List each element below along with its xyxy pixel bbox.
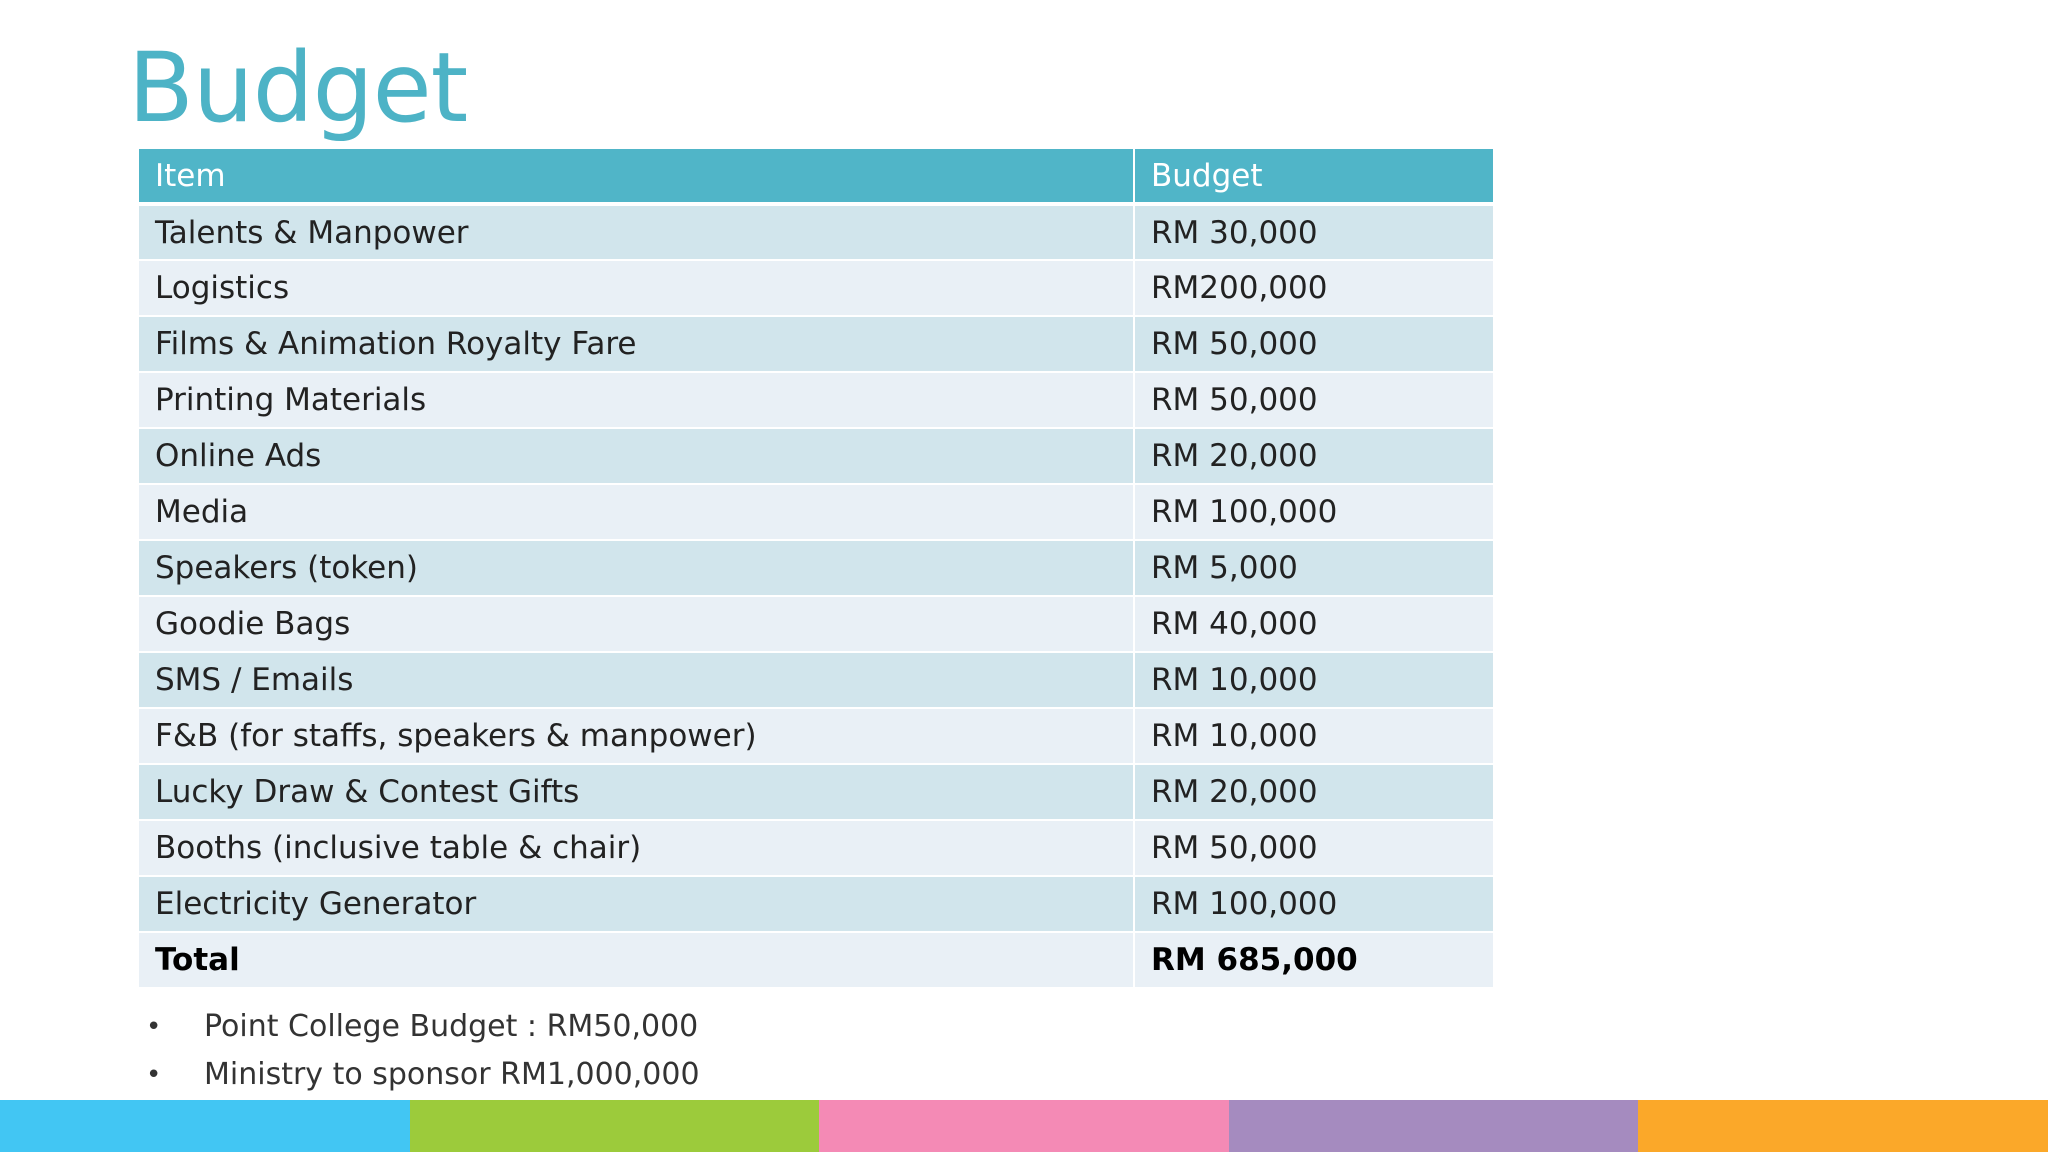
- table-row: Speakers (token) RM 5,000: [137, 539, 1495, 597]
- row-item: Talents & Manpower: [137, 203, 1135, 261]
- table-row: SMS / Emails RM 10,000: [137, 651, 1495, 709]
- table-row: Logistics RM200,000: [137, 259, 1495, 317]
- list-item: • Ministry to sponsor RM1,000,000: [146, 1051, 700, 1099]
- table-header-row: Item Budget: [137, 147, 1495, 206]
- row-budget: RM 50,000: [1133, 819, 1495, 877]
- row-budget: RM 100,000: [1133, 483, 1495, 541]
- row-budget: RM 100,000: [1133, 875, 1495, 933]
- note-text: Ministry to sponsor RM1,000,000: [204, 1057, 700, 1092]
- row-item: Logistics: [137, 259, 1135, 317]
- table-row: Goodie Bags RM 40,000: [137, 595, 1495, 653]
- row-item: F&B (for staffs, speakers & manpower): [137, 707, 1135, 765]
- row-item: Online Ads: [137, 427, 1135, 485]
- row-budget: RM 10,000: [1133, 707, 1495, 765]
- table-row: Online Ads RM 20,000: [137, 427, 1495, 485]
- row-item: Lucky Draw & Contest Gifts: [137, 763, 1135, 821]
- table-row: Lucky Draw & Contest Gifts RM 20,000: [137, 763, 1495, 821]
- table-row: Booths (inclusive table & chair) RM 50,0…: [137, 819, 1495, 877]
- row-budget: RM200,000: [1133, 259, 1495, 317]
- stripe-green: [409, 1100, 820, 1152]
- row-budget: RM 10,000: [1133, 651, 1495, 709]
- table-row: Printing Materials RM 50,000: [137, 371, 1495, 429]
- bullet-icon: •: [146, 1060, 162, 1090]
- stripe-orange: [1638, 1100, 2048, 1152]
- slide-title: Budget: [128, 32, 468, 144]
- row-item: Booths (inclusive table & chair): [137, 819, 1135, 877]
- row-item: Printing Materials: [137, 371, 1135, 429]
- table-row: Films & Animation Royalty Fare RM 50,000: [137, 315, 1495, 373]
- row-budget: RM 50,000: [1133, 371, 1495, 429]
- budget-table: Item Budget Talents & Manpower RM 30,000…: [137, 147, 1495, 989]
- table-row: F&B (for staffs, speakers & manpower) RM…: [137, 707, 1495, 765]
- header-budget: Budget: [1133, 147, 1495, 206]
- stripe-blue: [0, 1100, 410, 1152]
- stripe-purple: [1228, 1100, 1639, 1152]
- note-text: Point College Budget : RM50,000: [204, 1009, 699, 1044]
- table-row: Media RM 100,000: [137, 483, 1495, 541]
- row-item: Goodie Bags: [137, 595, 1135, 653]
- color-stripe-footer: [0, 1100, 2048, 1152]
- row-budget: RM 40,000: [1133, 595, 1495, 653]
- table-row: Electricity Generator RM 100,000: [137, 875, 1495, 933]
- row-budget: RM 20,000: [1133, 763, 1495, 821]
- table-total-row: Total RM 685,000: [137, 931, 1495, 989]
- stripe-pink: [819, 1100, 1229, 1152]
- total-value: RM 685,000: [1133, 931, 1495, 989]
- total-label: Total: [137, 931, 1135, 989]
- row-item: Media: [137, 483, 1135, 541]
- row-item: SMS / Emails: [137, 651, 1135, 709]
- row-budget: RM 5,000: [1133, 539, 1495, 597]
- table-row: Talents & Manpower RM 30,000: [137, 203, 1495, 261]
- row-budget: RM 20,000: [1133, 427, 1495, 485]
- header-item: Item: [137, 147, 1135, 206]
- notes-list: • Point College Budget : RM50,000 • Mini…: [146, 1003, 700, 1099]
- row-item: Speakers (token): [137, 539, 1135, 597]
- row-item: Electricity Generator: [137, 875, 1135, 933]
- list-item: • Point College Budget : RM50,000: [146, 1003, 700, 1051]
- bullet-icon: •: [146, 1012, 162, 1042]
- row-budget: RM 30,000: [1133, 203, 1495, 261]
- row-item: Films & Animation Royalty Fare: [137, 315, 1135, 373]
- row-budget: RM 50,000: [1133, 315, 1495, 373]
